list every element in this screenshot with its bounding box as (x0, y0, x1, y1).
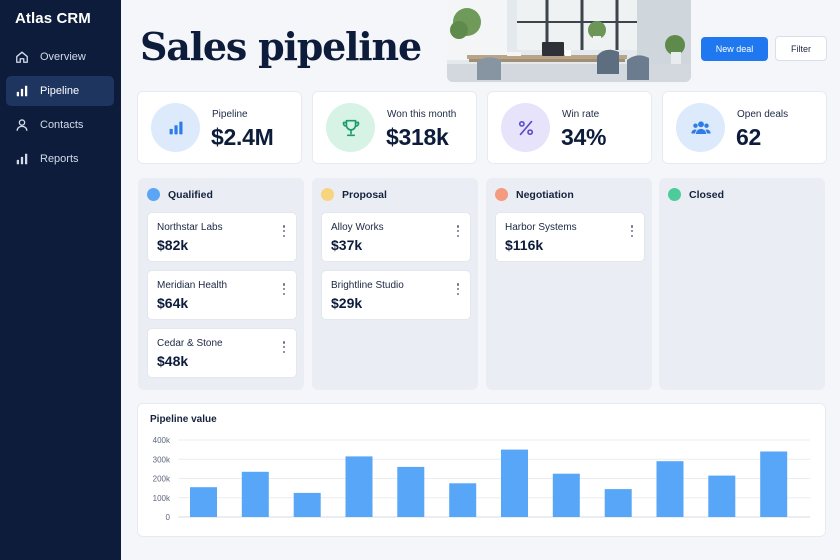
sidebar-item-pipeline[interactable]: Pipeline (6, 76, 114, 106)
deal-amount: $48k (157, 353, 189, 369)
status-dot (495, 188, 508, 201)
more-options-icon[interactable] (454, 281, 462, 297)
sidebar-item-label: Overview (40, 51, 86, 63)
stat-card-pipeline: Pipeline $2.4M (137, 91, 302, 164)
deal-card[interactable]: Northstar Labs $82k (147, 212, 297, 262)
sidebar-item-label: Reports (40, 153, 79, 165)
pipeline-value-chart: Pipeline value 400k 300k 200k 100k 0 (137, 403, 826, 537)
chart-bar[interactable] (241, 471, 269, 517)
stat-card-open-deals: Open deals 62 (662, 91, 827, 164)
deal-amount: $37k (331, 237, 363, 253)
status-dot (668, 188, 681, 201)
stat-value: $2.4M (211, 124, 274, 150)
trophy-icon (326, 103, 375, 152)
y-tick-label: 200k (153, 475, 171, 484)
deal-card[interactable]: Alloy Works $37k (321, 212, 471, 262)
user-icon (15, 118, 29, 132)
sidebar-item-label: Contacts (40, 119, 84, 131)
column-title: Proposal (342, 188, 387, 201)
status-dot (321, 188, 334, 201)
column-header: Proposal (321, 188, 387, 201)
chart-bar[interactable] (552, 473, 580, 517)
sidebar-item-contacts[interactable]: Contacts (6, 110, 114, 140)
stat-label: Pipeline (212, 109, 248, 120)
deal-amount: $82k (157, 237, 189, 253)
deal-amount: $116k (505, 237, 544, 253)
more-options-icon[interactable] (280, 223, 288, 239)
y-tick-label: 400k (153, 436, 171, 445)
stat-value: 34% (561, 124, 607, 150)
deal-company: Alloy Works (331, 222, 384, 233)
bar-chart-icon (15, 84, 29, 98)
deal-card[interactable]: Meridian Health $64k (147, 270, 297, 320)
stat-label: Win rate (562, 109, 600, 120)
column-header: Closed (668, 188, 724, 201)
chart-bar[interactable] (501, 449, 528, 517)
sidebar-item-reports[interactable]: Reports (6, 144, 114, 174)
more-options-icon[interactable] (280, 339, 288, 355)
deal-amount: $64k (157, 295, 189, 311)
chart-bar[interactable] (190, 487, 217, 517)
office-photo (447, 0, 691, 82)
chart-bar[interactable] (345, 456, 373, 517)
column-title: Negotiation (516, 188, 574, 201)
stat-card-won: Won this month $318k (312, 91, 477, 164)
bar-chart-icon (151, 103, 200, 152)
bar-chart: 400k 300k 200k 100k 0 (153, 436, 810, 522)
chart-bar[interactable] (604, 489, 632, 517)
filter-button[interactable]: Filter (775, 36, 827, 61)
stat-label: Open deals (737, 109, 789, 120)
sidebar-item-overview[interactable]: Overview (6, 42, 114, 72)
column-negotiation: Negotiation Harbor Systems $116k (486, 178, 652, 390)
new-deal-button[interactable]: New deal (701, 37, 768, 61)
column-title: Closed (689, 188, 725, 201)
deal-company: Northstar Labs (157, 222, 223, 233)
deal-card[interactable]: Brightline Studio $29k (321, 270, 471, 320)
deal-company: Cedar & Stone (157, 338, 223, 349)
column-closed: Closed (659, 178, 825, 390)
chart-bar[interactable] (397, 466, 425, 517)
y-tick-label: 100k (153, 494, 171, 503)
deal-company: Meridian Health (157, 280, 228, 291)
chart-title: Pipeline value (150, 414, 217, 425)
deal-amount: $29k (331, 295, 363, 311)
more-options-icon[interactable] (628, 223, 636, 239)
deal-company: Harbor Systems (505, 222, 577, 233)
office-illustration (447, 0, 691, 82)
column-proposal: Proposal Alloy Works $37k Brightline Stu… (312, 178, 478, 390)
more-options-icon[interactable] (454, 223, 462, 239)
app-title: Atlas CRM (15, 10, 91, 27)
users-icon (676, 103, 725, 152)
deal-company: Brightline Studio (331, 280, 404, 291)
sidebar-nav: Overview Pipeline Contacts Reports (6, 42, 114, 178)
chart-bar[interactable] (760, 451, 788, 518)
more-options-icon[interactable] (280, 281, 288, 297)
chart-bar[interactable] (656, 461, 684, 517)
sidebar: Atlas CRM Overview Pipeline Contacts Rep… (0, 0, 121, 560)
stat-value: 62 (736, 124, 761, 150)
bar-chart-icon (15, 152, 29, 166)
y-tick-label: 300k (153, 455, 171, 464)
stat-label: Won this month (387, 109, 457, 120)
column-header: Qualified (147, 188, 213, 201)
chart-bar[interactable] (449, 483, 477, 517)
chart-bar[interactable] (293, 492, 321, 517)
deal-card[interactable]: Cedar & Stone $48k (147, 328, 297, 378)
percent-icon (501, 103, 550, 152)
y-tick-label: 0 (166, 513, 171, 522)
stat-card-win-rate: Win rate 34% (487, 91, 652, 164)
chart-bar[interactable] (708, 475, 736, 517)
sidebar-item-label: Pipeline (40, 85, 80, 97)
deal-card[interactable]: Harbor Systems $116k (495, 212, 645, 262)
column-qualified: Qualified Northstar Labs $82k Meridian H… (138, 178, 304, 390)
home-icon (15, 50, 29, 64)
status-dot (147, 188, 160, 201)
column-header: Negotiation (495, 188, 574, 201)
stat-value: $318k (386, 124, 449, 150)
page-title: Sales pipeline (140, 24, 422, 69)
column-title: Qualified (168, 188, 213, 201)
